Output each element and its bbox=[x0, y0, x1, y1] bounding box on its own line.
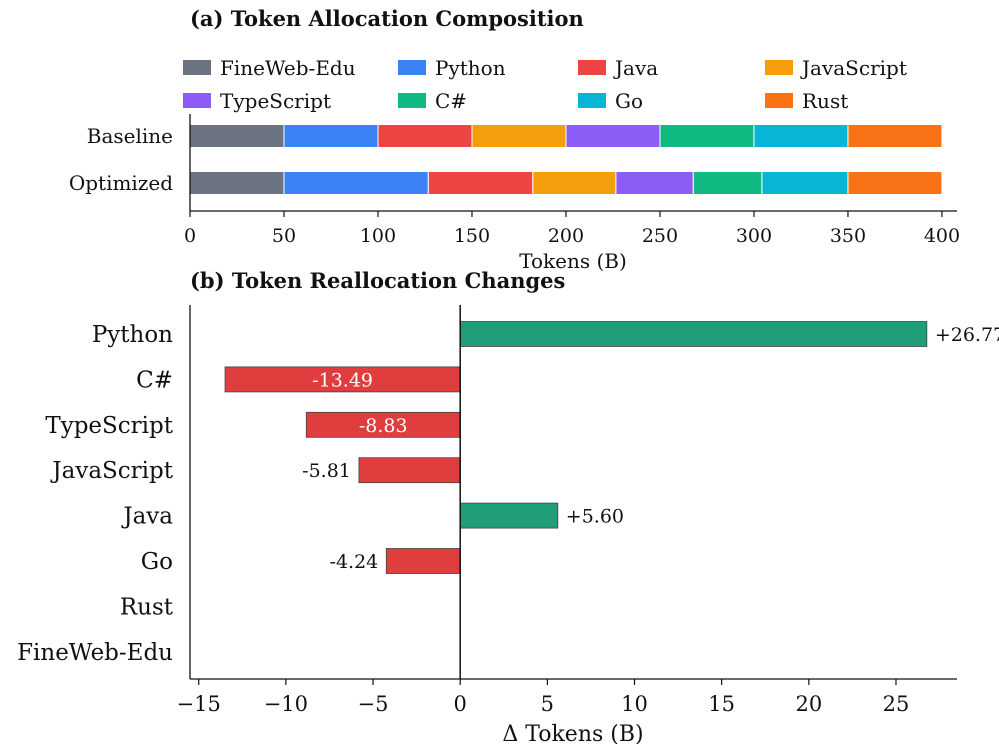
y-tick-label-fineweb-edu: FineWeb-Edu bbox=[17, 640, 173, 666]
x-tick-label: 0 bbox=[184, 225, 196, 247]
legend-item-python: Python bbox=[398, 56, 506, 80]
y-tick-label-rust: Rust bbox=[120, 594, 174, 620]
bar-baseline-java bbox=[377, 124, 473, 148]
legend-item-java: Java bbox=[578, 56, 658, 80]
legend-swatch bbox=[765, 93, 793, 108]
delta-bar-csharp bbox=[224, 366, 461, 393]
delta-bar-java bbox=[459, 502, 559, 529]
legend-label: C# bbox=[435, 89, 467, 113]
bar-optimized-go bbox=[761, 171, 849, 195]
bar-baseline-typescript bbox=[565, 124, 661, 148]
bar-baseline-go bbox=[753, 124, 849, 148]
delta-bar-go bbox=[385, 548, 461, 574]
y-tick-label-go: Go bbox=[141, 549, 173, 575]
x-tick-label: 300 bbox=[736, 225, 772, 247]
data-label-typescript: -8.83 bbox=[359, 415, 408, 437]
x-tick-label: 250 bbox=[642, 225, 678, 247]
panel-a-legend: FineWeb-Edu Python Java JavaScript TypeScrip… bbox=[183, 56, 907, 113]
legend-item-csharp: C# bbox=[398, 89, 467, 113]
data-label-python: +26.77 bbox=[935, 324, 999, 346]
legend-label: TypeScript bbox=[220, 89, 331, 113]
data-label-csharp: -13.49 bbox=[312, 369, 373, 391]
legend-item-rust: Rust bbox=[765, 89, 848, 113]
data-label-javascript: -5.81 bbox=[302, 460, 351, 482]
legend-swatch bbox=[765, 60, 793, 75]
legend-swatch bbox=[183, 60, 211, 75]
bar-baseline-csharp bbox=[659, 124, 755, 148]
legend-swatch bbox=[578, 93, 606, 108]
bar-optimized-csharp bbox=[692, 171, 763, 195]
legend-item-javascript: JavaScript bbox=[765, 56, 907, 80]
panel-b-title: (b) Token Reallocation Changes bbox=[190, 268, 565, 293]
y-tick-label-csharp: C# bbox=[136, 367, 173, 393]
delta-bar-typescript bbox=[305, 411, 461, 438]
panel-b-bars: +26.77 -13.49 -8.83 -5.81 +5.60 -4.24 bbox=[224, 321, 999, 574]
panel-a-xlabel: Tokens (B) bbox=[519, 249, 627, 273]
bar-optimized-python bbox=[283, 171, 429, 195]
bar-baseline-fineweb-edu bbox=[189, 124, 285, 148]
x-tick-label: 350 bbox=[830, 225, 866, 247]
data-label-java: +5.60 bbox=[566, 506, 624, 528]
y-tick-label-python: Python bbox=[92, 322, 173, 348]
legend-label: Python bbox=[435, 56, 506, 80]
panel-b-axes: Python C# TypeScript JavaScript Java Go Rust Fi… bbox=[17, 305, 957, 716]
panel-a-axes: Baseline Optimized 0 50 100 150 200 250 300 350 40… bbox=[69, 114, 960, 247]
bar-optimized-fineweb-edu bbox=[189, 171, 285, 195]
x-tick-label: −5 bbox=[358, 692, 389, 716]
x-tick-label: 10 bbox=[621, 692, 648, 716]
x-tick-label: 150 bbox=[454, 225, 490, 247]
x-tick-label: −10 bbox=[264, 692, 308, 716]
x-tick-label: 100 bbox=[360, 225, 396, 247]
x-tick-label: 0 bbox=[454, 692, 467, 716]
data-label-go: -4.24 bbox=[330, 551, 379, 573]
legend-label: Java bbox=[613, 56, 658, 80]
bar-optimized-rust bbox=[847, 171, 943, 195]
x-tick-label: 5 bbox=[541, 692, 554, 716]
legend-item-go: Go bbox=[578, 89, 643, 113]
legend-item-fineweb-edu: FineWeb-Edu bbox=[183, 56, 356, 80]
y-tick-label-javascript: JavaScript bbox=[50, 458, 173, 484]
bar-baseline-rust bbox=[847, 124, 943, 148]
x-tick-label: 15 bbox=[708, 692, 735, 716]
legend-label: FineWeb-Edu bbox=[220, 56, 356, 80]
x-tick-label: 200 bbox=[548, 225, 584, 247]
x-tick-label: 400 bbox=[924, 225, 960, 247]
legend-label: JavaScript bbox=[800, 56, 907, 80]
legend-label: Go bbox=[615, 89, 643, 113]
bar-baseline-javascript bbox=[471, 124, 567, 148]
x-tick-label: −15 bbox=[177, 692, 221, 716]
legend-swatch bbox=[578, 60, 606, 75]
y-tick-label-java: Java bbox=[121, 504, 173, 530]
delta-bar-javascript bbox=[358, 457, 461, 484]
y-tick-label-typescript: TypeScript bbox=[45, 413, 173, 439]
x-tick-label: 25 bbox=[883, 692, 910, 716]
panel-a-bars bbox=[189, 124, 943, 195]
legend-swatch bbox=[398, 60, 426, 75]
x-tick-label: 50 bbox=[272, 225, 296, 247]
panel-a-title: (a) Token Allocation Composition bbox=[190, 6, 584, 31]
legend-label: Rust bbox=[802, 89, 848, 113]
bar-optimized-java bbox=[427, 171, 534, 195]
y-tick-label-optimized: Optimized bbox=[69, 171, 173, 195]
legend-swatch bbox=[398, 93, 426, 108]
panel-b-xlabel: Δ Tokens (B) bbox=[502, 722, 643, 744]
bar-optimized-typescript bbox=[615, 171, 694, 195]
bar-baseline-python bbox=[283, 124, 379, 148]
y-tick-label-baseline: Baseline bbox=[87, 124, 173, 148]
legend-swatch bbox=[183, 93, 211, 108]
delta-bar-python bbox=[459, 321, 928, 347]
x-tick-label: 20 bbox=[795, 692, 822, 716]
legend-item-typescript: TypeScript bbox=[183, 89, 331, 113]
bar-optimized-javascript bbox=[532, 171, 617, 195]
